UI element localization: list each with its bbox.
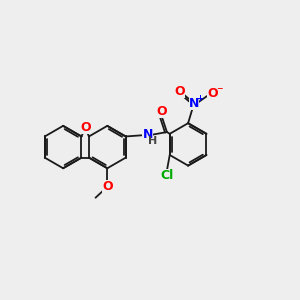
- Text: Cl: Cl: [160, 169, 173, 182]
- Text: O: O: [175, 85, 185, 98]
- Text: N: N: [189, 97, 199, 110]
- Text: O: O: [80, 121, 91, 134]
- Text: H: H: [148, 136, 158, 146]
- Text: O: O: [156, 105, 167, 118]
- Text: ⁻: ⁻: [216, 85, 222, 98]
- Text: N: N: [142, 128, 153, 142]
- Text: +: +: [196, 94, 203, 103]
- Text: O: O: [207, 87, 217, 100]
- Text: O: O: [102, 180, 112, 193]
